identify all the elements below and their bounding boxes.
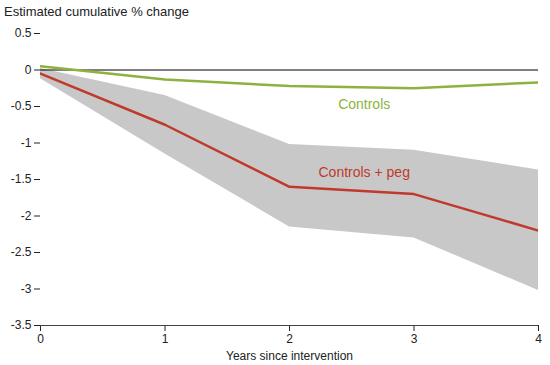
svg-text:Controls: Controls <box>338 96 390 112</box>
svg-text:4: 4 <box>535 332 542 346</box>
svg-text:0: 0 <box>37 332 44 346</box>
svg-text:-3.5: -3.5 <box>11 318 32 332</box>
svg-text:Years since intervention: Years since intervention <box>226 349 353 363</box>
svg-text:-1: -1 <box>21 136 32 150</box>
svg-text:3: 3 <box>411 332 418 346</box>
svg-text:-3: -3 <box>21 282 32 296</box>
html-text:Estimated cumulative % change: Estimated cumulative % change <box>4 4 189 19</box>
svg-text:-1.5: -1.5 <box>11 172 32 186</box>
svg-text:-2: -2 <box>21 209 32 223</box>
svg-text:1: 1 <box>162 332 169 346</box>
svg-text:-0.5: -0.5 <box>11 99 32 113</box>
svg-text:Controls + peg: Controls + peg <box>318 164 409 180</box>
svg-text:0.5: 0.5 <box>15 26 32 40</box>
svg-text:-2.5: -2.5 <box>11 245 32 259</box>
svg-text:0: 0 <box>25 63 32 77</box>
svg-text:2: 2 <box>286 332 293 346</box>
